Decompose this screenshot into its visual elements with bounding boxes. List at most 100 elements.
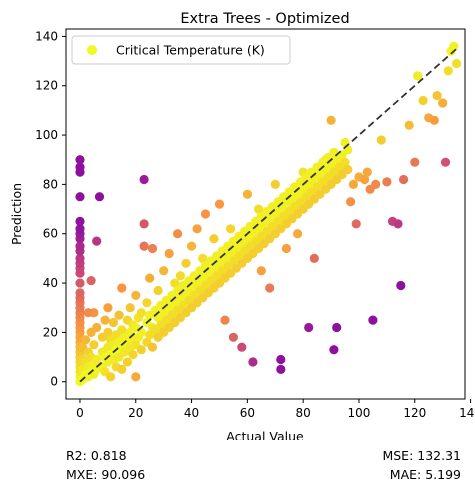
data-point — [449, 41, 459, 51]
data-point — [304, 322, 314, 333]
data-point — [198, 253, 208, 263]
x-tick-label: 0 — [76, 406, 84, 420]
data-point — [360, 174, 370, 185]
data-point — [432, 91, 442, 101]
data-point — [108, 317, 118, 328]
data-point — [75, 192, 85, 202]
data-point — [362, 167, 372, 177]
data-point — [371, 179, 381, 189]
data-point — [396, 280, 406, 291]
data-point — [220, 315, 230, 325]
data-point — [75, 288, 85, 298]
data-point — [159, 266, 169, 276]
data-point — [89, 340, 99, 350]
data-point — [270, 179, 280, 189]
data-point — [329, 345, 339, 355]
data-point — [393, 219, 403, 229]
y-tick-label: 0 — [50, 375, 58, 389]
data-point — [139, 174, 149, 185]
data-point — [103, 303, 113, 313]
data-point — [214, 199, 225, 209]
data-point — [86, 276, 96, 286]
y-tick-label: 40 — [43, 276, 58, 290]
data-point — [293, 229, 303, 239]
data-point — [114, 310, 124, 320]
data-point — [200, 209, 211, 219]
points-layer — [75, 41, 462, 387]
data-point — [173, 229, 183, 239]
data-point — [368, 315, 378, 325]
data-point — [92, 236, 102, 246]
data-point — [92, 322, 102, 333]
data-point — [94, 192, 105, 202]
data-point — [145, 273, 155, 283]
data-point — [117, 364, 127, 374]
plot-frame — [65, 28, 466, 400]
data-point — [136, 345, 146, 355]
data-point — [128, 350, 138, 360]
data-point — [164, 248, 174, 259]
legend: Critical Temperature (K) — [71, 35, 291, 65]
reference-line — [79, 48, 458, 383]
data-point — [131, 372, 141, 382]
x-tick-label: 20 — [128, 406, 143, 420]
data-point — [452, 58, 462, 69]
data-point — [343, 165, 353, 175]
chart-title: Extra Trees - Optimized — [180, 11, 349, 27]
data-point — [309, 253, 319, 263]
x-tick-label: 100 — [348, 406, 371, 420]
data-point — [147, 243, 158, 254]
data-point — [276, 364, 286, 374]
data-point — [253, 204, 264, 214]
data-point — [153, 285, 163, 296]
x-tick-label: 60 — [240, 406, 255, 420]
data-point — [410, 157, 420, 167]
data-point — [348, 179, 358, 189]
x-tick-label: 80 — [296, 406, 311, 420]
data-point — [440, 157, 451, 167]
x-axis: 0 20 40 60 80 100 120 140 — [76, 399, 475, 420]
y-tick-label: 20 — [43, 325, 58, 339]
data-point — [340, 157, 350, 167]
data-point — [139, 241, 149, 251]
x-tick-label: 40 — [184, 406, 199, 420]
y-tick-label: 120 — [35, 79, 58, 93]
data-point — [181, 258, 191, 268]
data-point — [117, 325, 127, 335]
mae-metric: MAE: 5.199 — [389, 467, 461, 482]
data-point — [75, 278, 85, 288]
data-point — [438, 98, 448, 108]
data-point — [399, 174, 409, 185]
data-point — [443, 66, 453, 76]
data-point — [281, 243, 291, 254]
data-point — [248, 357, 258, 367]
data-point — [122, 357, 132, 367]
legend-marker — [87, 45, 97, 55]
data-point — [346, 197, 356, 207]
data-point — [187, 241, 197, 251]
data-point — [332, 322, 342, 333]
x-tick-label: 140 — [459, 406, 475, 420]
data-point — [125, 303, 135, 313]
y-tick-label: 60 — [43, 227, 58, 241]
data-point — [418, 95, 428, 106]
data-point — [75, 241, 85, 251]
data-point — [83, 308, 93, 318]
legend-label: Critical Temperature (K) — [116, 43, 265, 58]
data-point — [382, 177, 392, 187]
data-point — [131, 290, 141, 300]
x-axis-label: Actual Value — [226, 429, 304, 440]
y-tick-label: 100 — [35, 128, 58, 142]
data-point — [100, 315, 110, 325]
data-point — [175, 271, 185, 281]
data-point — [192, 224, 202, 234]
y-tick-label: 80 — [43, 177, 58, 191]
data-point — [351, 219, 361, 229]
data-point — [136, 308, 146, 318]
data-point — [276, 354, 286, 365]
data-point — [75, 162, 85, 172]
data-point — [80, 335, 91, 345]
data-point — [75, 253, 85, 263]
data-point — [256, 266, 266, 276]
data-point — [429, 115, 439, 125]
